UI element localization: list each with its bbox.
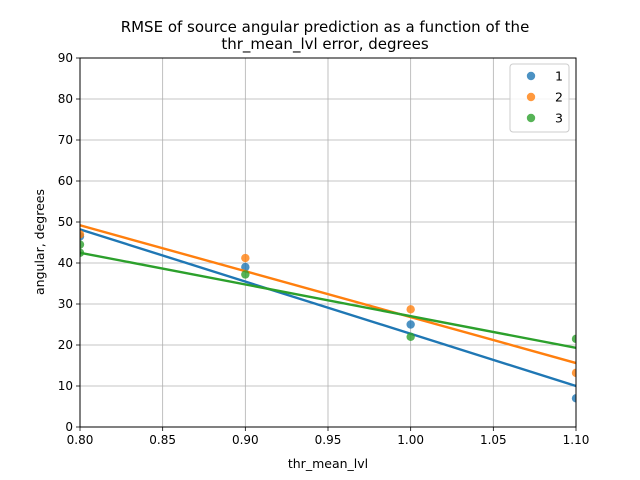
y-tick-label: 40	[58, 256, 73, 270]
data-point	[571, 394, 576, 403]
series-3	[80, 240, 576, 350]
chart-title-line-2: thr_mean_lvl error, degrees	[221, 35, 428, 54]
legend-label: 1	[555, 69, 563, 84]
fit-line	[80, 251, 576, 350]
y-tick-label: 60	[58, 174, 73, 188]
x-tick-label: 0.90	[232, 433, 259, 447]
data-point	[406, 332, 415, 341]
data-point	[241, 253, 250, 263]
data-point	[571, 334, 576, 344]
data-point	[571, 368, 576, 378]
plot-frame	[79, 57, 577, 428]
y-tick-label: 70	[58, 133, 73, 147]
data-point	[406, 320, 415, 329]
y-tick-label: 50	[58, 215, 73, 229]
legend-label: 3	[555, 111, 563, 126]
y-tick-label: 80	[58, 92, 73, 106]
y-tick-label: 20	[58, 338, 73, 352]
legend-label: 2	[555, 90, 563, 105]
data-point	[241, 270, 250, 279]
y-axis-label: angular, degrees	[32, 189, 47, 295]
x-tick-label: 0.85	[149, 433, 176, 447]
legend-marker	[526, 113, 536, 123]
fit-line	[80, 228, 576, 388]
legend-marker	[526, 92, 536, 102]
fit-line	[80, 224, 576, 365]
data-point	[406, 305, 415, 314]
x-tick-label: 0.95	[315, 433, 342, 447]
x-axis-label: thr_mean_lvl	[288, 456, 368, 471]
legend: 1 2 3	[509, 63, 570, 133]
y-tick-label: 90	[58, 51, 73, 65]
data-point	[80, 240, 85, 249]
x-tick-label: 1.05	[480, 433, 507, 447]
chart-title-line-1: RMSE of source angular prediction as a f…	[121, 18, 530, 36]
plot-area	[80, 224, 576, 403]
series-2	[80, 224, 576, 378]
x-tick-label: 1.00	[397, 433, 424, 447]
legend-marker	[526, 71, 536, 81]
data-point	[80, 230, 85, 239]
y-tick-label: 0	[65, 420, 73, 434]
y-tick-label: 10	[58, 379, 73, 393]
x-tick-label: 0.80	[67, 433, 94, 447]
grid	[79, 57, 577, 428]
legend-box	[509, 63, 570, 133]
y-tick-label: 30	[58, 297, 73, 311]
axis-ticks: 0.80 0.85 0.90 0.95 1.00 1.05 1.10 0 10 20 30 40 50 6…	[58, 51, 590, 447]
x-tick-label: 1.10	[563, 433, 590, 447]
data-point	[241, 262, 250, 272]
